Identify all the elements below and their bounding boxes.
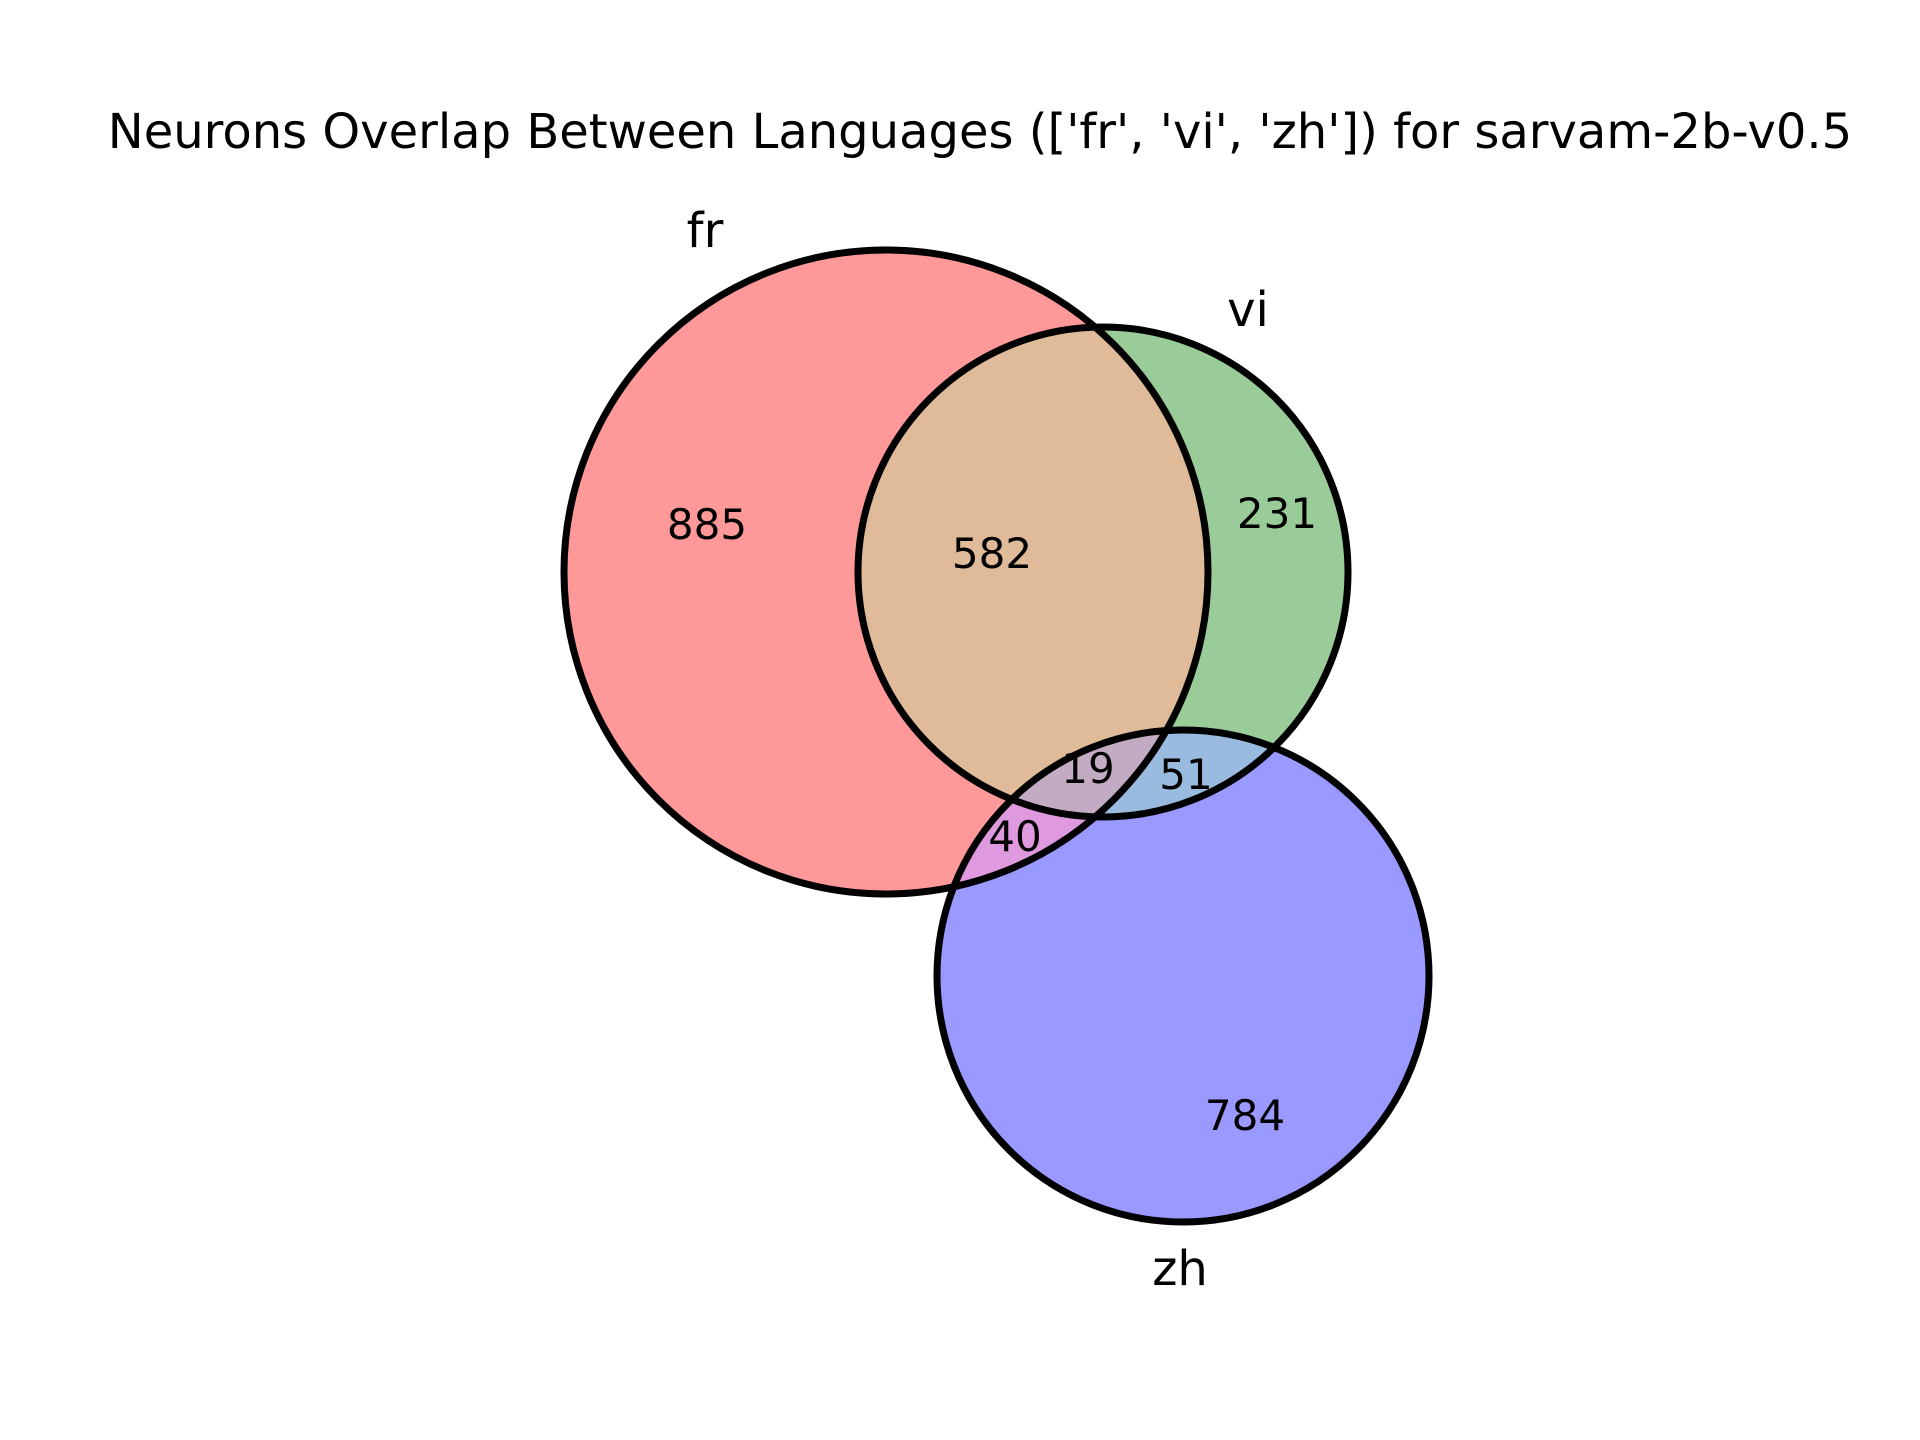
region-count-zh-only: 784 xyxy=(1205,1091,1285,1140)
circle-zh-outline xyxy=(933,726,1433,1226)
region-count-fr-vi: 582 xyxy=(952,529,1032,578)
set-label-fr: fr xyxy=(687,203,724,259)
region-count-fr-zh: 40 xyxy=(988,812,1041,861)
circle-vi-outline xyxy=(854,323,1352,821)
region-count-vi-zh: 51 xyxy=(1159,750,1212,799)
region-count-vi-only: 231 xyxy=(1237,489,1317,538)
circle-zh-fill xyxy=(937,730,1429,1222)
circle-fr-outline xyxy=(560,246,1212,898)
region-count-fr-vi-zh: 19 xyxy=(1061,744,1114,793)
set-label-zh: zh xyxy=(1152,1241,1208,1297)
set-label-vi: vi xyxy=(1227,282,1269,338)
chart-title: Neurons Overlap Between Languages (['fr'… xyxy=(108,104,1852,160)
region-count-fr-only: 885 xyxy=(667,500,747,549)
region-fr-vi-fill xyxy=(858,327,1208,817)
